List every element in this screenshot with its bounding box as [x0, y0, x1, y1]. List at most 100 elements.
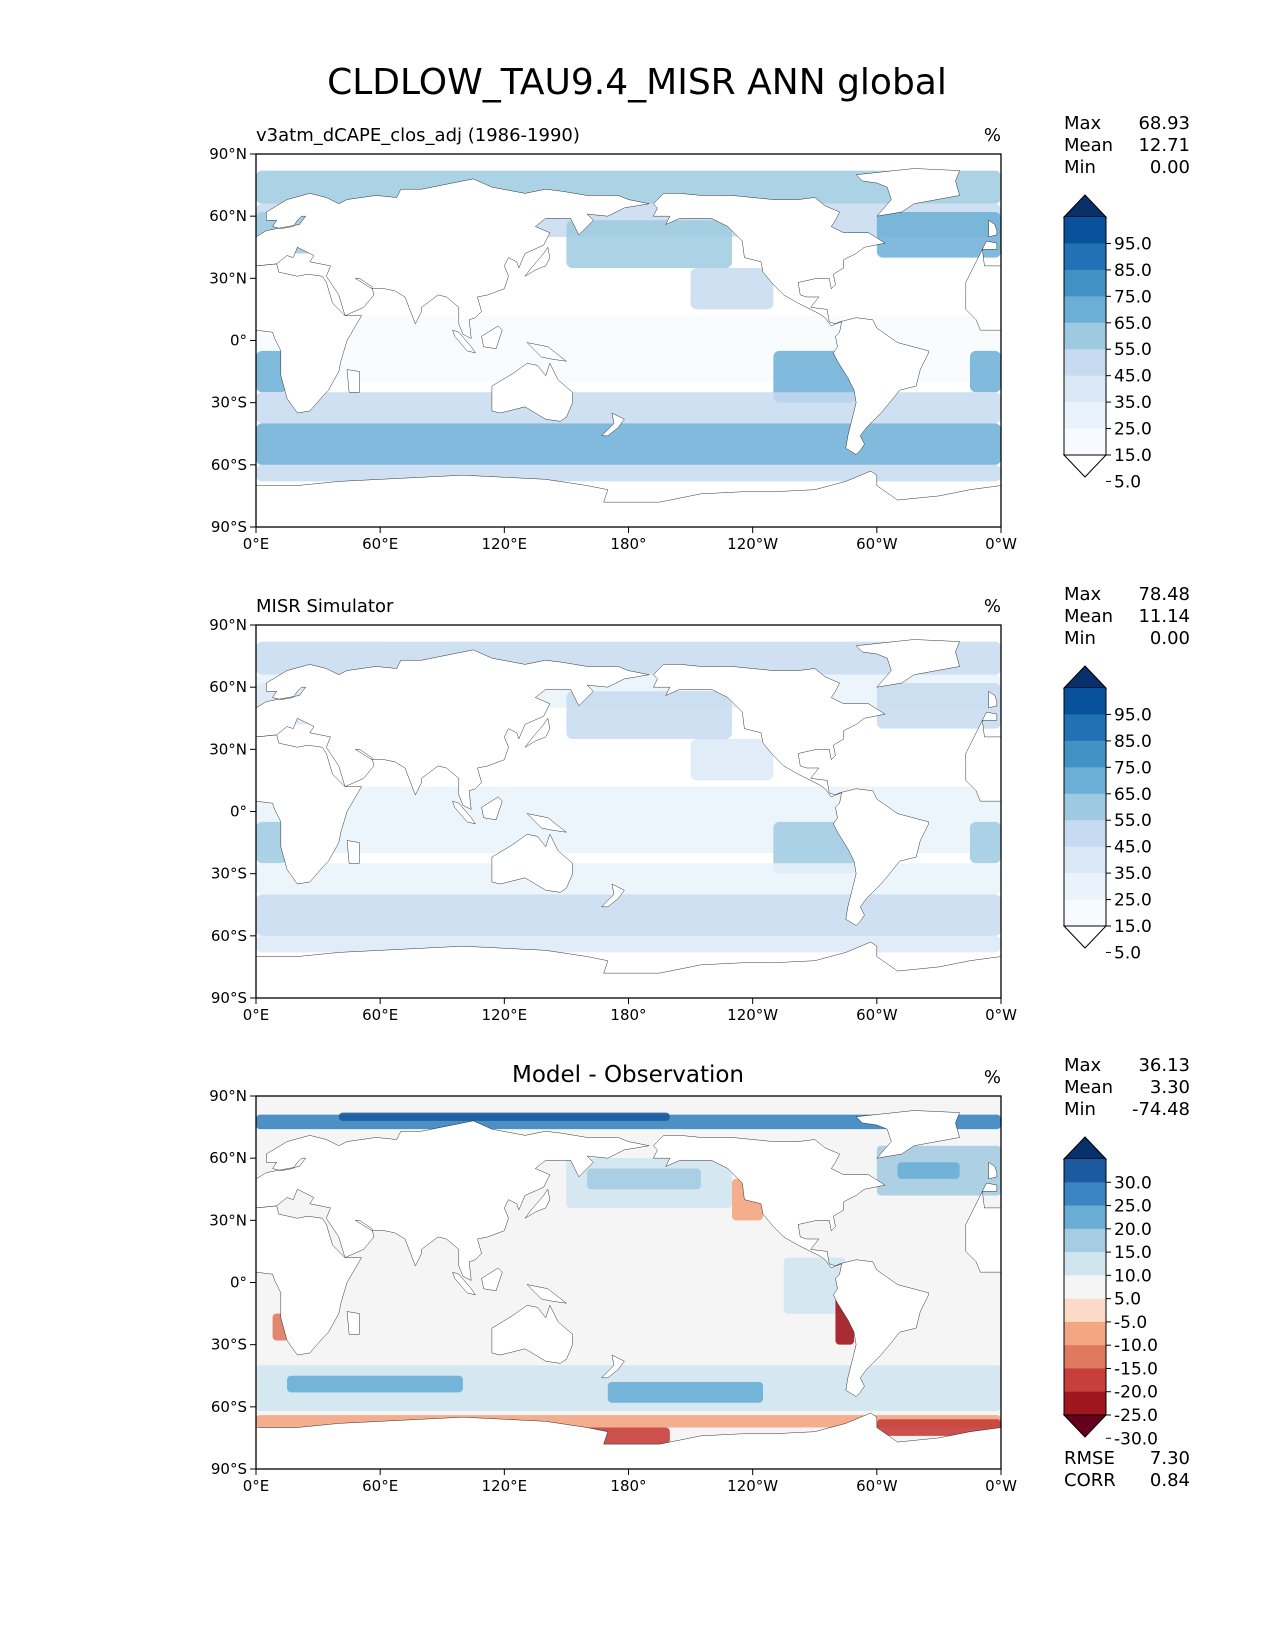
lat-tick-label: 60°N [209, 1149, 247, 1167]
colorbar-segment [1064, 714, 1106, 742]
colorbar-tick-label: 25.0 [1114, 891, 1152, 911]
colorbar-tick-label: -25.0 [1114, 1406, 1158, 1426]
map-field [256, 1096, 1001, 1469]
units-label: % [984, 596, 1001, 617]
panel-title: v3atm_dCAPE_clos_adj (1986-1990) [256, 125, 580, 146]
lon-tick-label: 120°E [482, 535, 528, 553]
colorbar-segment [1064, 1252, 1106, 1276]
lat-tick-label: 0° [230, 1274, 247, 1292]
stat-label: RMSE [1064, 1448, 1115, 1469]
lon-tick-label: 120°W [727, 1477, 778, 1495]
lon-tick-label: 180° [610, 1006, 646, 1024]
lat-tick-label: 30°N [209, 1211, 247, 1229]
lon-tick-label: 120°E [482, 1477, 528, 1495]
stat-label: Mean [1064, 135, 1113, 156]
colorbar-extend-max [1062, 1136, 1108, 1160]
colorbar-segment [1064, 1321, 1106, 1346]
colorbar-tick-label: 65.0 [1114, 314, 1152, 334]
colorbar-tick-label: 35.0 [1114, 864, 1152, 884]
stat-value: -74.48 [1132, 1099, 1190, 1120]
lat-tick-label: 90°S [211, 989, 247, 1007]
stat-label: Max [1064, 1055, 1102, 1076]
panel-title: MISR Simulator [256, 596, 394, 617]
colorbar-segment [1064, 688, 1106, 715]
colorbar-tick-label: 15.0 [1114, 1243, 1152, 1263]
stat-label: Min [1064, 157, 1096, 178]
lon-tick-label: 0°E [243, 535, 270, 553]
colorbar-tick-label: 25.0 [1114, 1197, 1152, 1217]
colorbar-segment [1064, 1391, 1106, 1416]
stat-label: Max [1064, 113, 1102, 134]
stat-label: Mean [1064, 1077, 1113, 1098]
lat-tick-label: 60°S [211, 1398, 247, 1416]
lat-tick-label: 90°N [209, 616, 247, 634]
colorbar-tick-label: 20.0 [1114, 1220, 1152, 1240]
lat-tick-label: 90°S [211, 1460, 247, 1478]
stat-value: 7.30 [1150, 1448, 1190, 1469]
stat-label: Min [1064, 628, 1096, 649]
colorbar-extend-max [1062, 194, 1108, 218]
colorbar-segment [1064, 1345, 1106, 1369]
colorbar-tick-label: 5.0 [1114, 1290, 1141, 1310]
colorbar-segment [1064, 1298, 1106, 1323]
colorbar-tick-label: 5.0 [1114, 472, 1141, 492]
colorbar-segment [1064, 296, 1106, 324]
lat-tick-label: 90°N [209, 1087, 247, 1105]
colorbar-segment [1064, 243, 1106, 271]
colorbar-segment [1064, 793, 1106, 821]
lon-tick-label: 60°E [362, 1477, 398, 1495]
colorbar-tick-label: 75.0 [1114, 758, 1152, 778]
lon-tick-label: 0°E [243, 1006, 270, 1024]
lat-tick-label: 30°S [211, 394, 247, 412]
stat-label: Min [1064, 1099, 1096, 1120]
lat-tick-label: 60°S [211, 927, 247, 945]
colorbar-tick-label: -10.0 [1114, 1336, 1158, 1356]
colorbar-segment [1064, 322, 1106, 350]
lat-tick-label: 90°S [211, 518, 247, 536]
colorbar-segment [1064, 1182, 1106, 1207]
lon-tick-label: 180° [610, 535, 646, 553]
map-field [256, 154, 1001, 527]
colorbar: 95.0 85.0 75.0 65.0 55.0 45.0 35.0 25.0 15.0 5.0 [1062, 194, 1152, 492]
colorbar-extend-min [1062, 1414, 1108, 1438]
colorbar-tick-label: 85.0 [1114, 261, 1152, 281]
colorbar-segment [1064, 1159, 1106, 1183]
stats-box: Max 36.13 Mean 3.30 Min -74.48 [1064, 1055, 1190, 1120]
lon-tick-label: 0°W [985, 535, 1017, 553]
colorbar-tick-label: 10.0 [1114, 1266, 1152, 1286]
lat-tick-label: 60°N [209, 678, 247, 696]
colorbar-tick-label: 95.0 [1114, 234, 1152, 254]
axis-ticks: 0°E 60°E 120°E 180° 120°W 60°W 0°W 90°N 60°N 30°N… [209, 1087, 1017, 1495]
colorbar-tick-label: -30.0 [1114, 1429, 1158, 1449]
stat-value: 0.84 [1150, 1470, 1190, 1491]
panel-difference: Model - Observation % 0°E 60°E 120°E 180° 12… [209, 1055, 1190, 1495]
colorbar-tick-label: 85.0 [1114, 732, 1152, 752]
colorbar-tick-label: 75.0 [1114, 287, 1152, 307]
stat-value: 3.30 [1150, 1077, 1190, 1098]
colorbar-segment [1064, 1368, 1106, 1393]
lon-tick-label: 60°W [856, 1006, 898, 1024]
map-field [256, 625, 1001, 998]
stat-value: 78.48 [1138, 584, 1190, 605]
colorbar-tick-label: 55.0 [1114, 811, 1152, 831]
colorbar-tick-label: -15.0 [1114, 1359, 1158, 1379]
lon-tick-label: 120°W [727, 535, 778, 553]
figure-title: CLDLOW_TAU9.4_MISR ANN global [327, 62, 947, 103]
colorbar-segment [1064, 217, 1106, 244]
colorbar-segment [1064, 846, 1106, 874]
lat-tick-label: 0° [230, 803, 247, 821]
lat-tick-label: 60°N [209, 207, 247, 225]
stat-value: 0.00 [1150, 157, 1190, 178]
colorbar-tick-label: 15.0 [1114, 446, 1152, 466]
colorbar: 95.0 85.0 75.0 65.0 55.0 45.0 35.0 25.0 15.0 5.0 [1062, 665, 1152, 963]
rmse-corr-box: RMSE 7.30 CORR 0.84 [1064, 1448, 1190, 1491]
colorbar-segment [1064, 873, 1106, 901]
colorbar-tick-label: 95.0 [1114, 705, 1152, 725]
colorbar-segment [1064, 820, 1106, 848]
colorbar-tick-label: 65.0 [1114, 785, 1152, 805]
colorbar-segment [1064, 767, 1106, 795]
colorbar-segment [1064, 1228, 1106, 1253]
lon-tick-label: 120°E [482, 1006, 528, 1024]
colorbar-tick-label: 45.0 [1114, 367, 1152, 387]
